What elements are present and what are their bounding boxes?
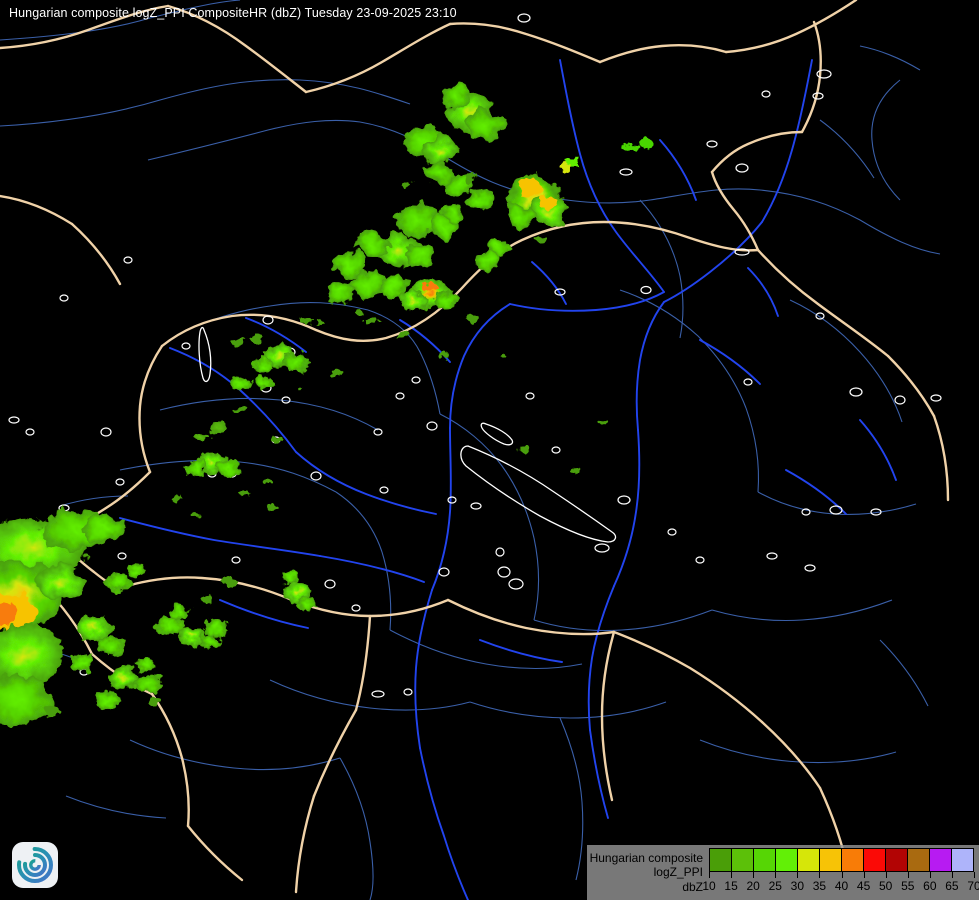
spiral-swirl-logo[interactable]: [11, 841, 59, 889]
legend-tick-50: [885, 872, 887, 878]
legend-tick-label-10: 10: [702, 879, 716, 893]
legend-tick-label-30: 30: [790, 879, 805, 893]
legend-tick-label-65: 65: [945, 879, 959, 893]
legend-tick-70: [974, 872, 975, 878]
legend-tick-label-70: 70: [967, 879, 979, 893]
legend-tick-10: [709, 872, 710, 878]
legend-panel[interactable]: Hungarian composite logZ_PPI dbZ 10 15 20 2…: [587, 845, 979, 900]
legend-tick-label-15: 15: [724, 879, 738, 893]
legend-caption-line-1: Hungarian composite: [589, 850, 703, 865]
legend-ticks: [709, 872, 975, 878]
legend-tick-label-25: 25: [768, 879, 782, 893]
legend-swatch-50-55: [886, 849, 908, 871]
legend-scale: 10 15 20 25 30 35 40 45 50 55 60 65 70: [702, 845, 979, 900]
legend-tick-20: [753, 872, 755, 878]
country-borders: [0, 0, 950, 894]
legend-tick-45: [863, 872, 865, 878]
legend-tick-25: [775, 872, 777, 878]
legend-tick-15: [731, 872, 733, 878]
legend-tick-35: [819, 872, 821, 878]
legend-tick-label-55: 55: [901, 879, 915, 893]
legend-swatch-45-50: [864, 849, 886, 871]
legend-swatch-30-35: [798, 849, 820, 871]
radar-echoes: [0, 84, 653, 726]
legend-colorbar[interactable]: [709, 848, 974, 872]
legend-tick-label-60: 60: [923, 879, 937, 893]
legend-tick-label-50: 50: [878, 879, 893, 893]
legend-caption-line-3: dbZ: [682, 879, 703, 894]
legend-tick-60: [929, 872, 931, 878]
legend-tick-55: [907, 872, 909, 878]
legend-tick-label-40: 40: [834, 879, 849, 893]
legend-swatch-60-65: [930, 849, 952, 871]
legend-tick-label-35: 35: [812, 879, 827, 893]
legend-swatch-55-60: [908, 849, 930, 871]
rivers: [119, 59, 897, 900]
legend-tick-label-45: 45: [856, 879, 871, 893]
legend-swatch-40-45: [842, 849, 864, 871]
legend-tick-40: [841, 872, 843, 878]
legend-tick-65: [951, 872, 953, 878]
legend-tick-30: [797, 872, 799, 878]
legend-tick-label-20: 20: [746, 879, 760, 893]
legend-swatch-25-30: [776, 849, 798, 871]
legend-caption-line-2: logZ_PPI: [653, 865, 703, 880]
legend-tick-labels: 10 15 20 25 30 35 40 45 50 55 60 65 70: [702, 878, 979, 894]
legend-caption: Hungarian composite logZ_PPI dbZ: [587, 845, 709, 900]
legend-swatch-20-25: [754, 849, 776, 871]
spiral-swirl-icon: [12, 842, 58, 888]
legend-swatch-10-15: [710, 849, 732, 871]
legend-swatch-35-40: [820, 849, 842, 871]
legend-swatch-15-20: [732, 849, 754, 871]
legend-swatch-65-70: [952, 849, 973, 871]
